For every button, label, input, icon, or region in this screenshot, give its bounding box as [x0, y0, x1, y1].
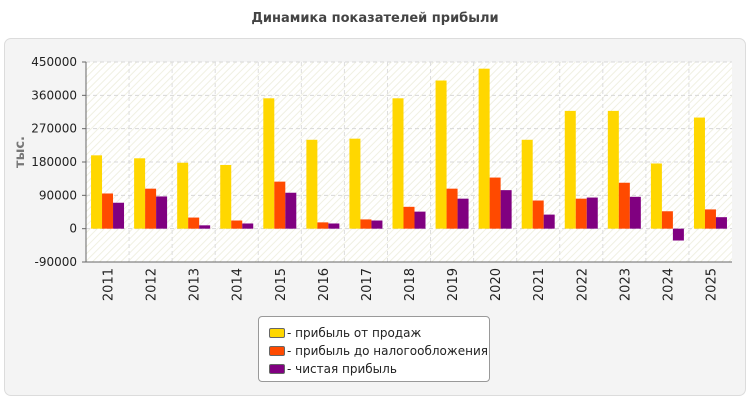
legend-item-3: - чистая прибыль	[269, 360, 489, 378]
bar-series-3	[500, 190, 512, 229]
legend-swatch	[269, 328, 285, 338]
bar-series-2	[188, 217, 200, 229]
bar-series-1	[650, 163, 662, 229]
legend-swatch	[269, 364, 285, 374]
bar-series-3	[672, 228, 684, 241]
bar-series-2	[274, 181, 286, 229]
x-tick-label: 2014	[231, 268, 246, 301]
bar-series-1	[91, 155, 103, 229]
legend-swatch	[269, 346, 285, 356]
bar-series-3	[457, 198, 469, 229]
x-tick-label: 2025	[704, 268, 719, 301]
bar-series-3	[113, 202, 125, 229]
bar-series-2	[704, 209, 716, 229]
x-tick-label: 2013	[188, 268, 203, 301]
legend-label: - прибыль до налогообложения	[287, 344, 488, 358]
bar-series-3	[586, 197, 598, 229]
bar-series-2	[360, 219, 372, 229]
bar-series-3	[715, 217, 727, 229]
y-tick-label: 0	[69, 222, 77, 236]
bar-series-3	[543, 214, 555, 229]
bar-series-1	[220, 164, 232, 229]
x-tick-label: 2023	[618, 268, 633, 301]
bar-series-2	[231, 220, 243, 229]
bar-series-3	[156, 196, 168, 229]
x-tick-label: 2024	[661, 268, 676, 301]
bar-series-1	[435, 80, 447, 229]
bar-series-2	[446, 188, 458, 229]
bar-series-1	[478, 68, 490, 229]
y-tick-label: 270000	[31, 122, 77, 136]
bar-series-2	[489, 177, 501, 229]
bar-series-2	[145, 188, 157, 229]
bar-series-3	[285, 192, 297, 229]
bar-series-2	[403, 206, 415, 229]
bar-series-1	[349, 138, 361, 229]
x-tick-label: 2020	[489, 268, 504, 301]
bar-series-1	[564, 110, 576, 229]
y-tick-label: -90000	[34, 255, 77, 269]
bar-series-1	[306, 139, 318, 229]
x-tick-label: 2012	[145, 268, 160, 301]
bar-series-3	[242, 223, 254, 229]
x-tick-label: 2011	[102, 268, 117, 301]
y-tick-label: 450000	[31, 55, 77, 69]
y-tick-label: 360000	[31, 88, 77, 102]
x-tick-label: 2015	[274, 268, 289, 301]
bar-series-3	[199, 225, 211, 229]
x-tick-label: 2017	[360, 268, 375, 301]
y-axis-label: тыс.	[13, 136, 28, 168]
x-tick-label: 2016	[317, 268, 332, 301]
legend-label: - прибыль от продаж	[287, 326, 422, 340]
bar-series-2	[317, 222, 329, 229]
bar-series-2	[575, 198, 587, 229]
bar-series-1	[134, 158, 146, 229]
chart-title: Динамика показателей прибыли	[251, 11, 499, 26]
legend-item-1: - прибыль от продаж	[269, 324, 489, 342]
bar-series-3	[414, 211, 426, 229]
x-tick-label: 2019	[446, 268, 461, 301]
legend-label: - чистая прибыль	[287, 362, 397, 376]
y-tick-label: 90000	[39, 188, 77, 202]
bar-series-2	[532, 200, 544, 229]
bar-series-1	[392, 98, 404, 229]
bar-series-1	[263, 98, 275, 229]
bar-series-2	[102, 193, 114, 229]
bar-series-2	[661, 211, 673, 229]
axes-layer: 450000 360000 270000 180000 90000 0 -90000 2011…	[31, 55, 732, 301]
bar-series-3	[328, 223, 340, 229]
bar-series-3	[371, 220, 383, 229]
bar-series-1	[177, 162, 189, 229]
x-tick-label: 2022	[575, 268, 590, 301]
legend-item-2: - прибыль до налогообложения	[269, 342, 489, 360]
x-tick-label: 2018	[403, 268, 418, 301]
x-tick-label: 2021	[532, 268, 547, 301]
bars-layer	[91, 68, 727, 241]
bar-series-1	[607, 110, 619, 229]
bar-series-3	[629, 196, 641, 229]
y-tick-label: 180000	[31, 155, 77, 169]
bar-series-2	[618, 182, 630, 229]
bar-series-1	[521, 139, 533, 229]
chart-legend: - прибыль от продаж - прибыль до налогооб…	[258, 316, 490, 382]
bar-series-1	[693, 117, 705, 229]
